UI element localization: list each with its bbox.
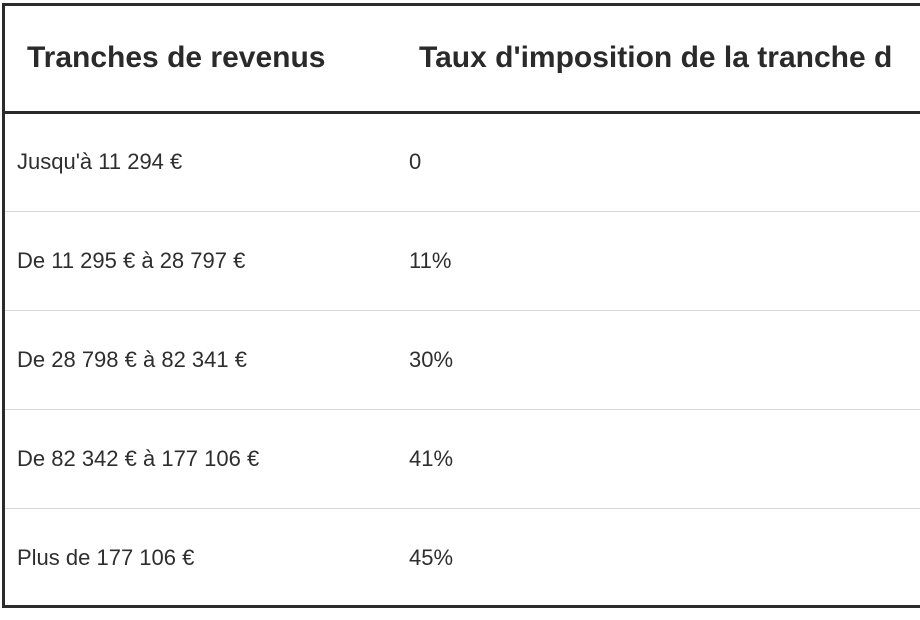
table-row: De 28 798 € à 82 341 € 30%	[5, 310, 920, 409]
table-body: Jusqu'à 11 294 € 0 De 11 295 € à 28 797 …	[5, 112, 920, 605]
bracket-cell: De 28 798 € à 82 341 €	[17, 346, 247, 372]
bracket-cell: Plus de 177 106 €	[17, 544, 195, 570]
header-income-brackets: Tranches de revenus	[27, 41, 326, 75]
tax-bracket-table: Tranches de revenus Taux d'imposition de…	[5, 6, 920, 605]
bracket-cell: De 11 295 € à 28 797 €	[17, 247, 246, 273]
rate-cell: 45%	[409, 544, 454, 570]
rate-cell: 11%	[409, 247, 452, 273]
table-row: Jusqu'à 11 294 € 0	[5, 112, 920, 211]
rate-cell: 41%	[409, 445, 454, 471]
table-row: De 82 342 € à 177 106 € 41%	[5, 409, 920, 508]
table-header: Tranches de revenus Taux d'imposition de…	[5, 6, 920, 112]
bracket-cell: Jusqu'à 11 294 €	[17, 149, 183, 174]
header-row: Tranches de revenus Taux d'imposition de…	[5, 6, 920, 112]
header-tax-rate: Taux d'imposition de la tranche d	[419, 41, 893, 75]
table-row: Plus de 177 106 € 45%	[5, 508, 920, 605]
rate-cell: 0	[409, 149, 422, 174]
table-row: De 11 295 € à 28 797 € 11%	[5, 211, 920, 310]
tax-bracket-table-container: Tranches de revenus Taux d'imposition de…	[2, 3, 920, 608]
bracket-cell: De 82 342 € à 177 106 €	[17, 445, 260, 471]
rate-cell: 30%	[409, 346, 454, 372]
